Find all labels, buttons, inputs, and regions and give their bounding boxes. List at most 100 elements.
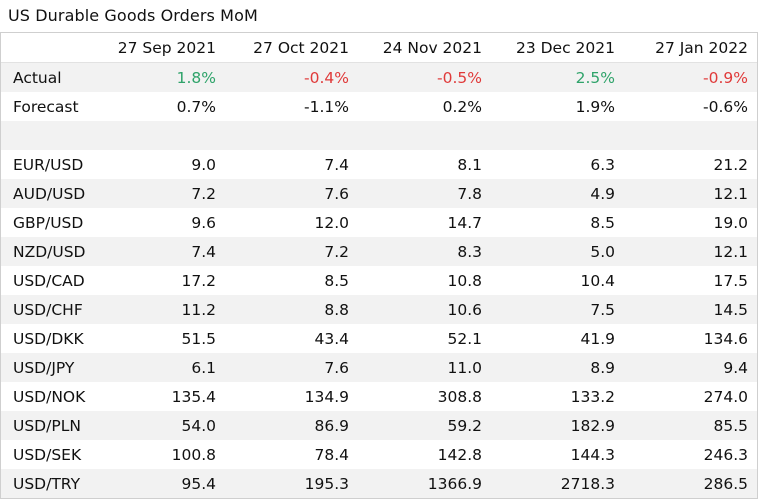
pair-value: 144.3 — [570, 445, 615, 464]
pair-label: USD/NOK — [13, 387, 86, 406]
pair-value: 52.1 — [447, 329, 482, 348]
pair-value: 195.3 — [304, 474, 349, 493]
pair-value: 8.1 — [457, 155, 482, 174]
pair-value: 133.2 — [570, 387, 615, 406]
pair-value: 85.5 — [713, 416, 748, 435]
pair-value: 142.8 — [437, 445, 482, 464]
row-label: Forecast — [13, 97, 79, 116]
pair-value: 7.5 — [590, 300, 615, 319]
pair-value: 7.6 — [324, 358, 349, 377]
pair-value: 7.2 — [191, 184, 216, 203]
forecast-row: Forecast 0.7% -1.1% 0.2% 1.9% -0.6% — [1, 92, 757, 121]
pair-value: 10.6 — [447, 300, 482, 319]
table-row: USD/TRY 95.4 195.3 1366.9 2718.3 286.5 — [1, 469, 757, 498]
pair-value: 286.5 — [703, 474, 748, 493]
pair-value: 7.4 — [324, 155, 349, 174]
pair-value: 274.0 — [703, 387, 748, 406]
pair-value: 134.9 — [304, 387, 349, 406]
pair-label: USD/SEK — [13, 445, 82, 464]
pair-value: 51.5 — [181, 329, 216, 348]
pair-value: 8.5 — [324, 271, 349, 290]
pair-value: 8.8 — [324, 300, 349, 319]
row-label: Actual — [13, 68, 62, 87]
pair-value: 4.9 — [590, 184, 615, 203]
header-row: 27 Sep 2021 27 Oct 2021 24 Nov 2021 23 D… — [1, 33, 757, 63]
spacer-row — [1, 121, 757, 150]
pair-value: 12.1 — [713, 184, 748, 203]
pair-value: 8.5 — [590, 213, 615, 232]
pair-label: EUR/USD — [13, 155, 84, 174]
column-header: 27 Sep 2021 — [117, 38, 216, 57]
pair-value: 21.2 — [713, 155, 748, 174]
table-row: USD/NOK 135.4 134.9 308.8 133.2 274.0 — [1, 382, 757, 411]
actual-value: -0.9% — [703, 68, 748, 87]
table-row: USD/CHF 11.2 8.8 10.6 7.5 14.5 — [1, 295, 757, 324]
actual-row: Actual 1.8% -0.4% -0.5% 2.5% -0.9% — [1, 63, 757, 92]
column-header: 23 Dec 2021 — [515, 38, 615, 57]
pair-rows: EUR/USD 9.0 7.4 8.1 6.3 21.2 AUD/USD 7.2 7.6 7.8 4… — [1, 150, 757, 498]
pair-value: 9.6 — [191, 213, 216, 232]
pair-value: 95.4 — [181, 474, 216, 493]
pair-label: NZD/USD — [13, 242, 86, 261]
pair-value: 6.3 — [590, 155, 615, 174]
pair-label: USD/TRY — [13, 474, 81, 493]
forecast-value: 0.2% — [442, 97, 482, 116]
pair-value: 100.8 — [171, 445, 216, 464]
forecast-value: -0.6% — [703, 97, 748, 116]
pair-value: 12.1 — [713, 242, 748, 261]
table-row: GBP/USD 9.6 12.0 14.7 8.5 19.0 — [1, 208, 757, 237]
table-row: NZD/USD 7.4 7.2 8.3 5.0 12.1 — [1, 237, 757, 266]
pair-value: 41.9 — [580, 329, 615, 348]
pair-value: 135.4 — [171, 387, 216, 406]
actual-value: 2.5% — [575, 68, 615, 87]
pair-value: 8.3 — [457, 242, 482, 261]
pair-value: 14.5 — [713, 300, 748, 319]
pair-value: 17.5 — [713, 271, 748, 290]
table-row: USD/SEK 100.8 78.4 142.8 144.3 246.3 — [1, 440, 757, 469]
pair-value: 59.2 — [447, 416, 482, 435]
pair-value: 10.4 — [580, 271, 615, 290]
pair-value: 8.9 — [590, 358, 615, 377]
pair-value: 43.4 — [314, 329, 349, 348]
pair-value: 2718.3 — [560, 474, 615, 493]
pair-value: 9.0 — [191, 155, 216, 174]
pair-value: 308.8 — [437, 387, 482, 406]
pair-label: USD/CAD — [13, 271, 85, 290]
pair-label: GBP/USD — [13, 213, 84, 232]
pair-value: 246.3 — [703, 445, 748, 464]
table-row: EUR/USD 9.0 7.4 8.1 6.3 21.2 — [1, 150, 757, 179]
pair-value: 7.6 — [324, 184, 349, 203]
data-table: 27 Sep 2021 27 Oct 2021 24 Nov 2021 23 D… — [0, 32, 758, 499]
table-row: USD/JPY 6.1 7.6 11.0 8.9 9.4 — [1, 353, 757, 382]
pair-value: 182.9 — [570, 416, 615, 435]
pair-value: 5.0 — [590, 242, 615, 261]
pair-value: 14.7 — [447, 213, 482, 232]
table-row: AUD/USD 7.2 7.6 7.8 4.9 12.1 — [1, 179, 757, 208]
pair-value: 9.4 — [723, 358, 748, 377]
pair-value: 7.2 — [324, 242, 349, 261]
pair-value: 19.0 — [713, 213, 748, 232]
pair-value: 78.4 — [314, 445, 349, 464]
forecast-value: 0.7% — [176, 97, 216, 116]
pair-value: 7.8 — [457, 184, 482, 203]
pair-value: 134.6 — [703, 329, 748, 348]
pair-value: 11.0 — [447, 358, 482, 377]
pair-value: 7.4 — [191, 242, 216, 261]
column-header: 27 Oct 2021 — [253, 38, 349, 57]
table-title: US Durable Goods Orders MoM — [8, 6, 258, 25]
pair-label: AUD/USD — [13, 184, 86, 203]
actual-value: -0.5% — [437, 68, 482, 87]
actual-value: -0.4% — [304, 68, 349, 87]
table-row: USD/DKK 51.5 43.4 52.1 41.9 134.6 — [1, 324, 757, 353]
pair-value: 17.2 — [181, 271, 216, 290]
forecast-value: 1.9% — [575, 97, 615, 116]
pair-value: 1366.9 — [427, 474, 482, 493]
table-row: USD/PLN 54.0 86.9 59.2 182.9 85.5 — [1, 411, 757, 440]
column-header: 24 Nov 2021 — [382, 38, 482, 57]
pair-value: 54.0 — [181, 416, 216, 435]
pair-value: 86.9 — [314, 416, 349, 435]
pair-value: 11.2 — [181, 300, 216, 319]
column-header: 27 Jan 2022 — [655, 38, 748, 57]
pair-value: 6.1 — [191, 358, 216, 377]
pair-label: USD/JPY — [13, 358, 75, 377]
